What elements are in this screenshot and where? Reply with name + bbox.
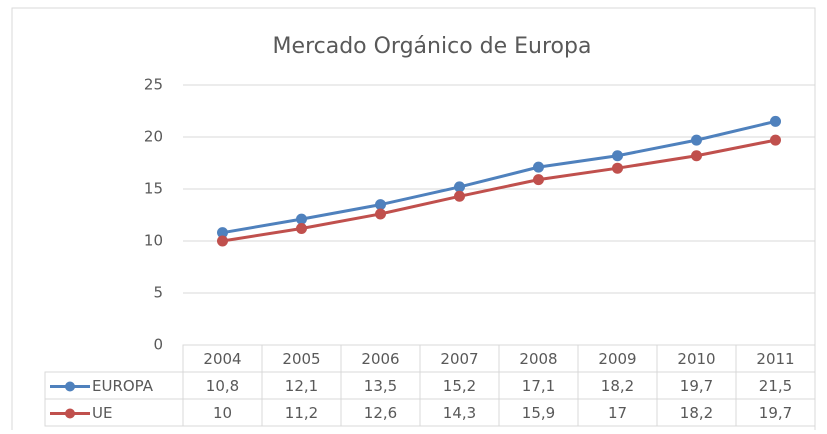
x-tick-label: 2009 xyxy=(598,350,636,368)
table-value: 18,2 xyxy=(680,404,713,422)
table-value: 21,5 xyxy=(759,377,792,395)
x-tick-label: 2008 xyxy=(519,350,557,368)
y-tick-label: 0 xyxy=(153,336,163,354)
table-value: 15,2 xyxy=(443,377,476,395)
point xyxy=(691,150,702,162)
table-value: 10,8 xyxy=(206,377,239,395)
point xyxy=(533,161,544,173)
x-tick-label: 2004 xyxy=(203,350,241,368)
point xyxy=(691,134,702,146)
table-cell xyxy=(44,398,184,427)
point xyxy=(770,134,781,146)
table-value: 17,1 xyxy=(522,377,555,395)
x-tick-label: 2007 xyxy=(440,350,478,368)
table-value: 14,3 xyxy=(443,404,476,422)
point xyxy=(770,115,781,127)
series-line xyxy=(222,119,776,235)
y-tick-label: 25 xyxy=(144,76,163,94)
chart-border xyxy=(11,7,816,434)
table-value: 10 xyxy=(213,404,232,422)
point xyxy=(533,174,544,186)
point xyxy=(217,227,228,239)
table-value: 18,2 xyxy=(601,377,634,395)
point xyxy=(217,235,228,247)
legend-label: EUROPA xyxy=(92,377,154,395)
point xyxy=(375,199,386,211)
point xyxy=(375,208,386,220)
y-tick-label: 20 xyxy=(144,128,163,146)
point xyxy=(454,181,465,193)
x-tick-label: 2011 xyxy=(756,350,794,368)
table-value: 12,1 xyxy=(285,377,318,395)
point xyxy=(612,150,623,162)
legend-marker xyxy=(65,408,75,419)
point xyxy=(612,162,623,174)
chart-title: Mercado Orgánico de Europa xyxy=(273,34,592,59)
x-tick-label: 2005 xyxy=(282,350,320,368)
table-value: 11,2 xyxy=(285,404,318,422)
point xyxy=(296,213,307,225)
x-tick-label: 2006 xyxy=(361,350,399,368)
x-tick-label: 2010 xyxy=(677,350,715,368)
table-value: 17 xyxy=(608,404,627,422)
y-tick-label: 15 xyxy=(144,180,163,198)
table-value: 19,7 xyxy=(759,404,792,422)
point xyxy=(454,190,465,202)
table-value: 13,5 xyxy=(364,377,397,395)
table-cell xyxy=(735,398,816,427)
point xyxy=(296,223,307,235)
series-line xyxy=(222,138,776,243)
table-value: 12,6 xyxy=(364,404,397,422)
table-value: 19,7 xyxy=(680,377,713,395)
legend-label: UE xyxy=(92,404,112,422)
legend-marker xyxy=(65,381,75,392)
y-tick-label: 5 xyxy=(153,284,163,302)
y-tick-label: 10 xyxy=(144,232,163,250)
table-value: 15,9 xyxy=(522,404,555,422)
